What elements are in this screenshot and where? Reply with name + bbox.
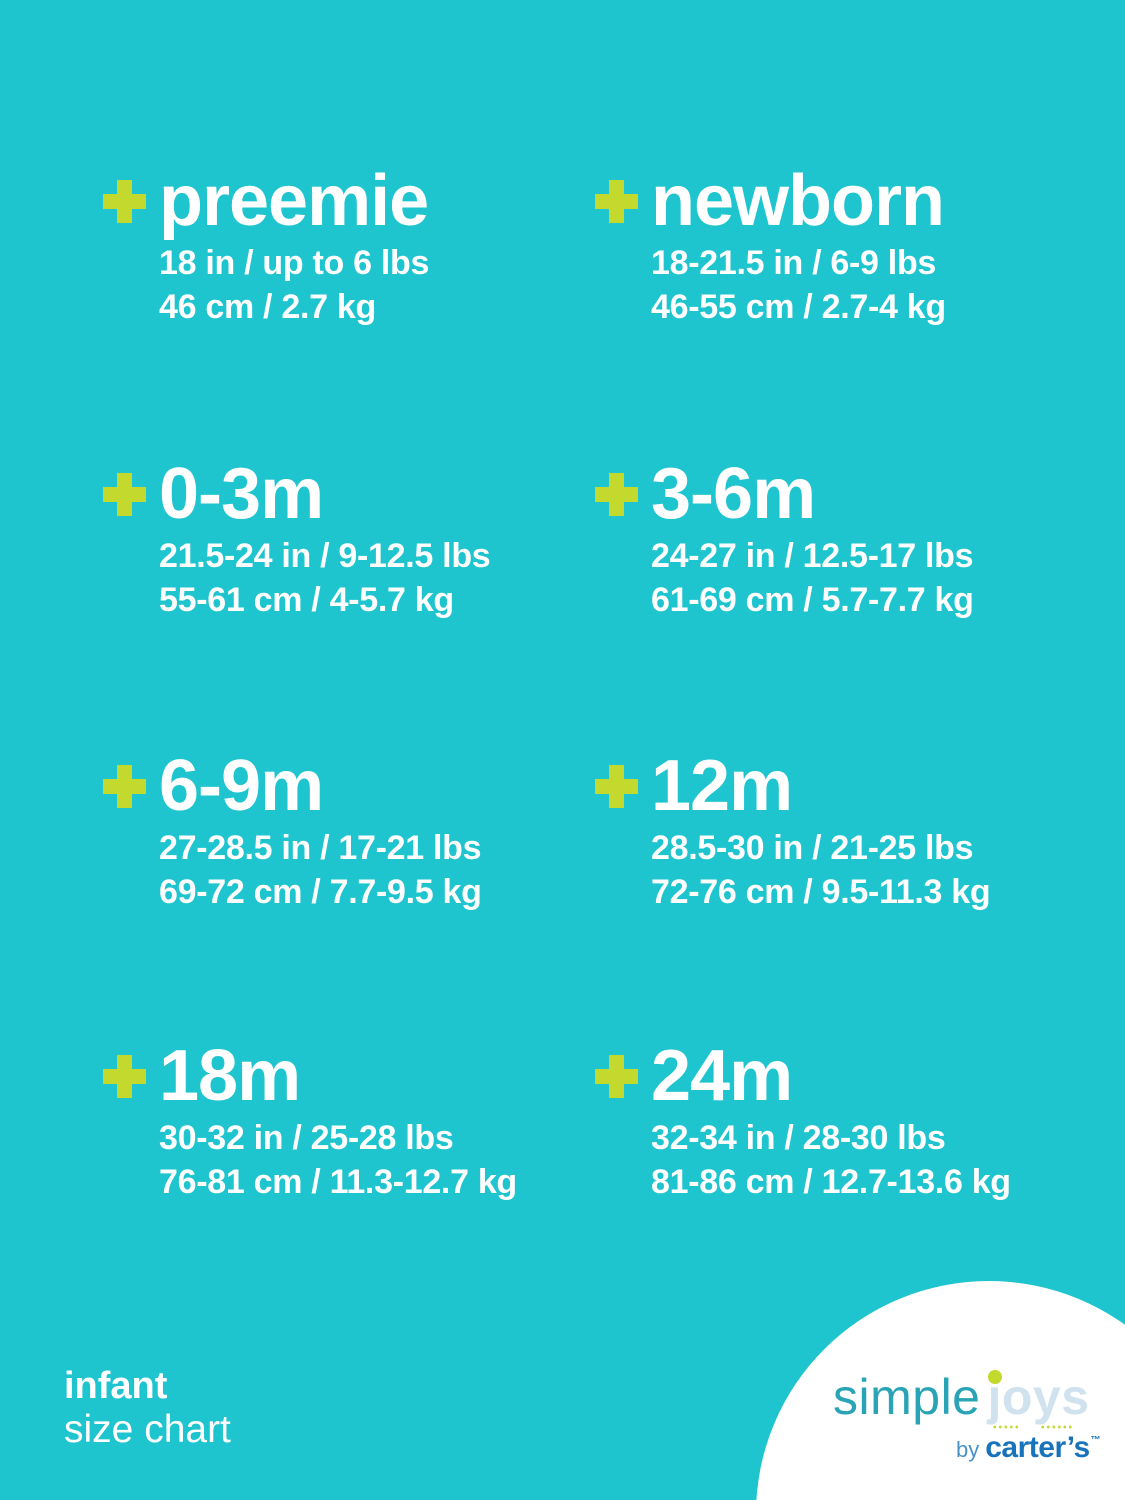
size-name: newborn [651,161,945,241]
size-details: 21.5-24 in / 9-12.5 lbs 55-61 cm / 4-5.7… [159,534,491,622]
size-content: 6-9m 27-28.5 in / 17-21 lbs 69-72 cm / 7… [159,750,482,914]
size-content: 3-6m 24-27 in / 12.5-17 lbs 61-69 cm / 5… [651,458,974,622]
size-imperial: 18-21.5 in / 6-9 lbs [651,244,937,282]
size-name: 6-9m [159,746,324,826]
size-metric: 76-81 cm / 11.3-12.7 kg [159,1163,517,1201]
chart-label: size chart [64,1408,231,1451]
size-imperial: 28.5-30 in / 21-25 lbs [651,829,974,867]
logo-joys-text: joys [987,1369,1089,1425]
size-imperial: 30-32 in / 25-28 lbs [159,1119,454,1157]
size-block-12m: 12m 28.5-30 in / 21-25 lbs 72-76 cm / 9.… [595,746,991,914]
plus-icon [595,1055,638,1098]
plus-icon [595,765,638,808]
plus-icon [103,765,146,808]
logo-simple-text: simple [833,1369,981,1425]
size-block-3-6m: 3-6m 24-27 in / 12.5-17 lbs 61-69 cm / 5… [595,458,974,622]
size-metric: 69-72 cm / 7.7-9.5 kg [159,873,482,911]
plus-icon [103,1055,146,1098]
size-imperial: 21.5-24 in / 9-12.5 lbs [159,537,491,575]
size-imperial: 24-27 in / 12.5-17 lbs [651,537,974,575]
size-name: 12m [651,746,793,826]
size-block-preemie: preemie 18 in / up to 6 lbs 46 cm / 2.7 … [103,165,429,329]
size-name: preemie [159,161,429,241]
brand-wordmark: simple joys [833,1369,1090,1435]
plus-icon [595,180,638,223]
logo-joys-label: joys [987,1369,1090,1425]
size-block-0-3m: 0-3m 21.5-24 in / 9-12.5 lbs 55-61 cm / … [103,454,491,622]
size-name: 0-3m [159,454,324,534]
size-name: 3-6m [651,454,816,534]
chart-caption: infant size chart [64,1364,231,1452]
size-metric: 46 cm / 2.7 kg [159,288,376,326]
brand-byline: by carter’s ™ [956,1431,1101,1465]
size-metric: 61-69 cm / 5.7-7.7 kg [651,581,974,619]
size-details: 32-34 in / 28-30 lbs 81-86 cm / 12.7-13.… [651,1116,1011,1204]
logo-by-text: by [956,1437,980,1462]
logo-carters-text: carter’s [985,1431,1090,1464]
size-content: 0-3m 21.5-24 in / 9-12.5 lbs 55-61 cm / … [159,454,491,622]
trademark-symbol: ™ [1090,1435,1101,1446]
size-details: 24-27 in / 12.5-17 lbs 61-69 cm / 5.7-7.… [651,534,974,622]
size-content: 18m 30-32 in / 25-28 lbs 76-81 cm / 11.3… [159,1040,517,1204]
size-block-newborn: newborn 18-21.5 in / 6-9 lbs 46-55 cm / … [595,165,946,329]
dotted-underline-left-icon [992,1425,1019,1429]
size-content: newborn 18-21.5 in / 6-9 lbs 46-55 cm / … [651,165,946,329]
plus-icon [103,473,146,516]
plus-icon [103,180,146,223]
size-metric: 81-86 cm / 12.7-13.6 kg [651,1163,1011,1201]
size-name: 18m [159,1036,301,1116]
size-details: 28.5-30 in / 21-25 lbs 72-76 cm / 9.5-11… [651,826,991,914]
size-details: 30-32 in / 25-28 lbs 76-81 cm / 11.3-12.… [159,1116,517,1204]
size-details: 18 in / up to 6 lbs 46 cm / 2.7 kg [159,241,429,329]
size-content: 12m 28.5-30 in / 21-25 lbs 72-76 cm / 9.… [651,746,991,914]
size-block-24m: 24m 32-34 in / 28-30 lbs 81-86 cm / 12.7… [595,1040,1011,1204]
chart-category: infant [64,1365,168,1407]
size-details: 18-21.5 in / 6-9 lbs 46-55 cm / 2.7-4 kg [651,241,946,329]
size-metric: 55-61 cm / 4-5.7 kg [159,581,454,619]
dotted-underline-right-icon [1040,1425,1072,1429]
size-imperial: 32-34 in / 28-30 lbs [651,1119,946,1157]
size-imperial: 18 in / up to 6 lbs [159,244,430,282]
size-imperial: 27-28.5 in / 17-21 lbs [159,829,482,867]
size-metric: 72-76 cm / 9.5-11.3 kg [651,873,991,911]
size-content: preemie 18 in / up to 6 lbs 46 cm / 2.7 … [159,165,429,329]
size-block-6-9m: 6-9m 27-28.5 in / 17-21 lbs 69-72 cm / 7… [103,750,482,914]
size-name: 24m [651,1036,793,1116]
size-metric: 46-55 cm / 2.7-4 kg [651,288,946,326]
brand-logo-circle: simple joys by carter’s ™ [756,1281,1125,1500]
plus-icon [595,473,638,516]
size-details: 27-28.5 in / 17-21 lbs 69-72 cm / 7.7-9.… [159,826,482,914]
green-dot-icon [988,1370,1003,1384]
size-content: 24m 32-34 in / 28-30 lbs 81-86 cm / 12.7… [651,1040,1011,1204]
size-block-18m: 18m 30-32 in / 25-28 lbs 76-81 cm / 11.3… [103,1040,517,1204]
